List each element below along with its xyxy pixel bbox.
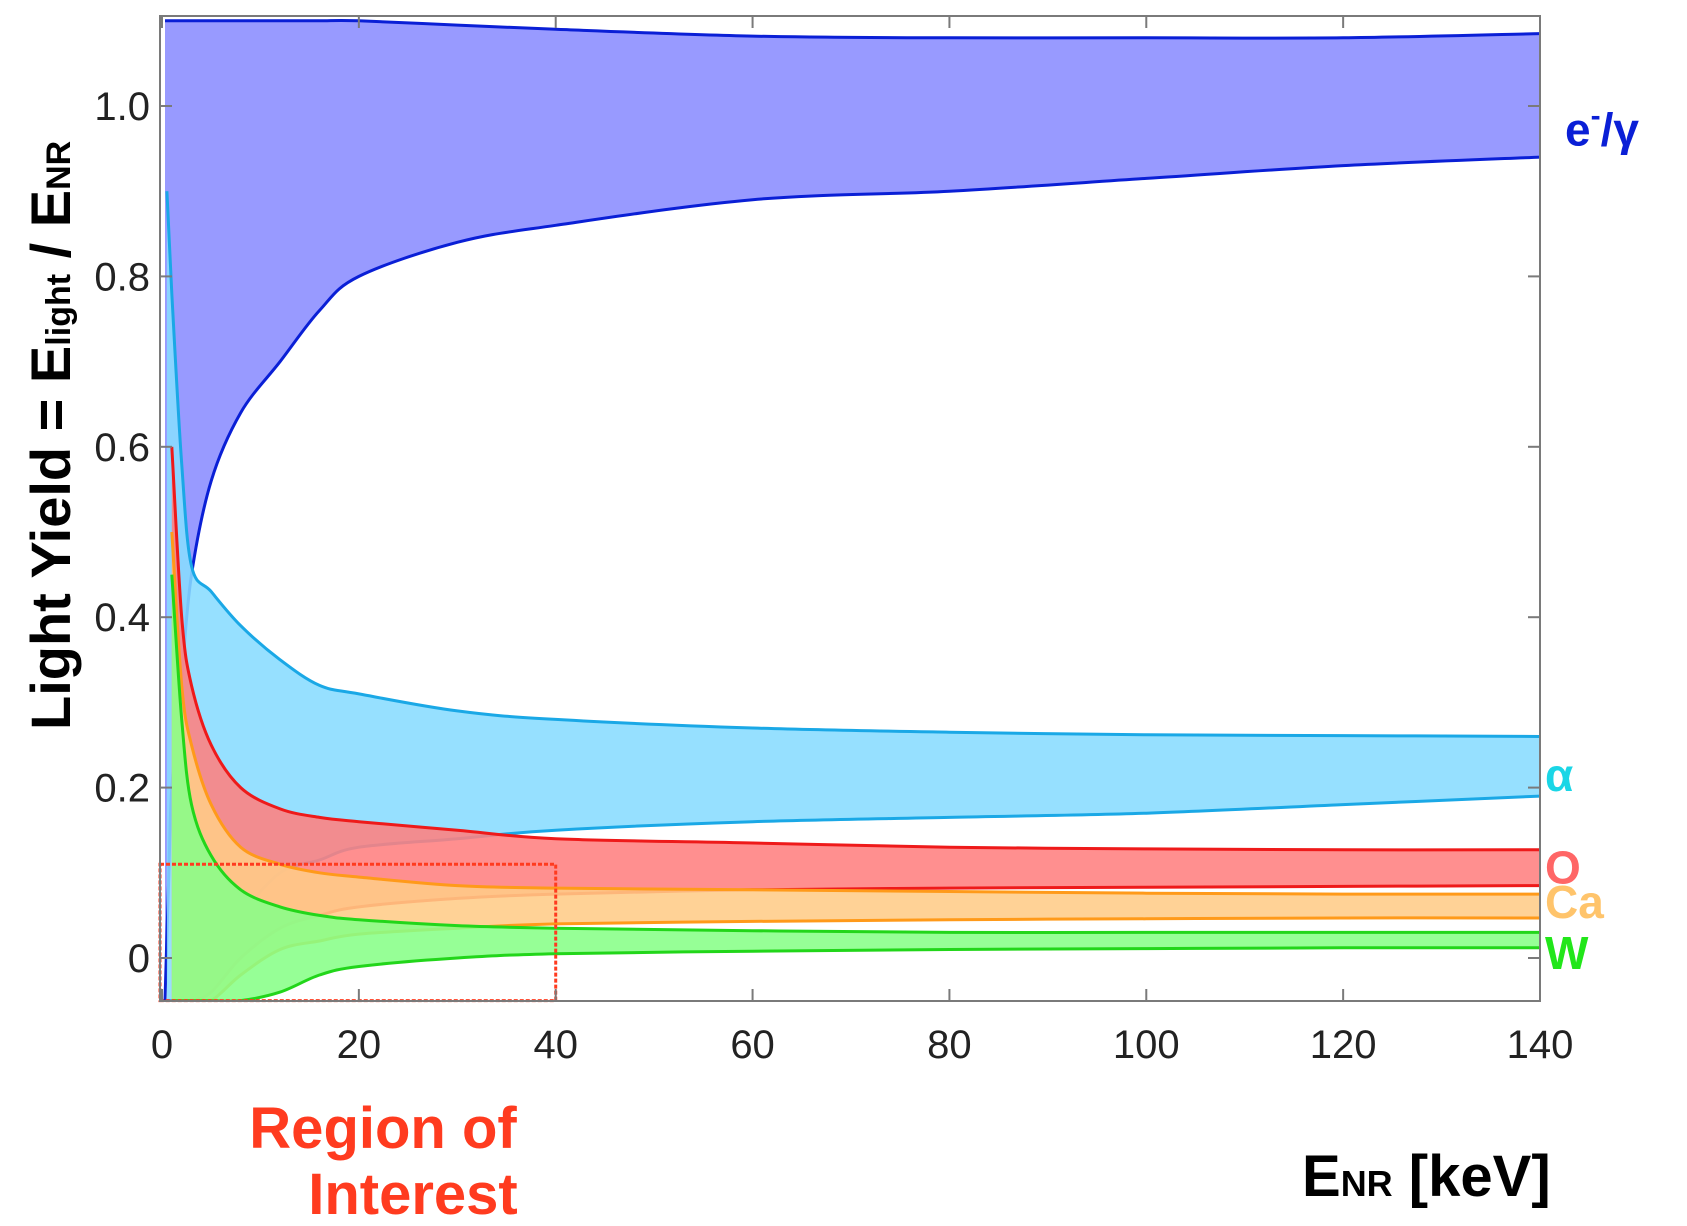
band-label-w: W [1545, 927, 1589, 979]
y-tick-label: 0 [128, 937, 150, 981]
y-tick-label: 0.8 [94, 255, 150, 299]
band-e [165, 20, 1540, 1001]
band-w [171, 574, 1540, 1001]
x-tick-label: 40 [533, 1023, 578, 1067]
y-tick-label: 1.0 [94, 85, 150, 129]
x-axis-title: ENR [keV] [1302, 1144, 1551, 1209]
x-tick-label: 60 [730, 1023, 775, 1067]
x-tick-label: 80 [927, 1023, 972, 1067]
y-tick-label: 0.2 [94, 767, 150, 811]
band-s1-upper-edge [165, 191, 1540, 738]
y-axis-title: Light Yield = Elight / ENR [19, 141, 82, 730]
roi-label-line2: Interest [308, 1162, 518, 1226]
x-tick-label: 20 [337, 1023, 382, 1067]
band-layer [163, 18, 1540, 1001]
x-tick-label: 120 [1310, 1023, 1377, 1067]
band-label-ca: Ca [1545, 876, 1604, 928]
y-tick-label: 0.6 [94, 426, 150, 470]
plot-frame [159, 15, 1541, 1002]
band-ca [171, 532, 1540, 1001]
band-s1 [166, 191, 1540, 1001]
tick-layer: 0 20 40 60 80 100 120 140 0 0.2 0.4 0.6 0.8 1.0 [94, 16, 1573, 1067]
x-tick-label: 100 [1113, 1023, 1180, 1067]
band-o [171, 446, 1540, 1001]
band-e-upper-edge [165, 18, 1540, 40]
band-ca-upper-edge [170, 531, 1540, 896]
x-tick-label: 0 [151, 1023, 173, 1067]
band-label-e: e-/γ [1565, 99, 1639, 155]
band-w-upper-edge [170, 574, 1540, 935]
band-o-upper-edge [170, 446, 1540, 852]
roi-label-line1: Region of [249, 1096, 517, 1161]
x-tick-label: 140 [1507, 1023, 1574, 1067]
y-tick-label: 0.4 [94, 596, 150, 640]
band-label-o: O [1545, 842, 1581, 894]
band-label-s1: α [1545, 749, 1573, 801]
